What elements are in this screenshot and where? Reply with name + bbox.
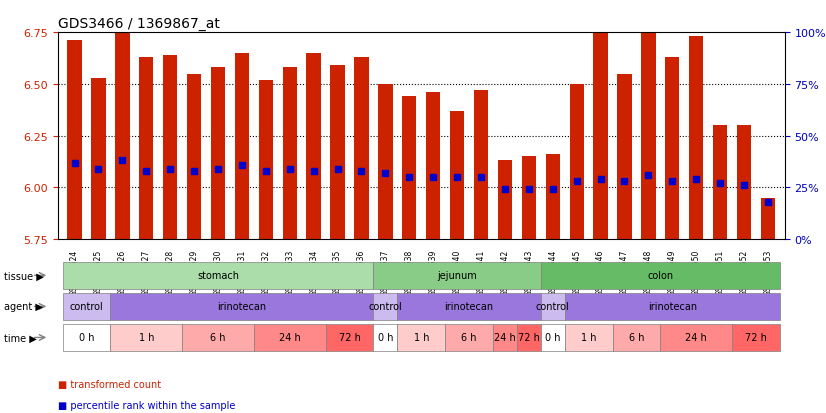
Bar — [68, 41, 82, 240]
Text: 6 h: 6 h — [629, 332, 644, 343]
Text: 1 h: 1 h — [581, 332, 596, 343]
Text: time ▶: time ▶ — [4, 332, 37, 343]
Text: colon: colon — [648, 271, 673, 281]
Text: GDS3466 / 1369867_at: GDS3466 / 1369867_at — [58, 17, 220, 31]
Bar — [522, 157, 536, 240]
Text: 24 h: 24 h — [279, 332, 301, 343]
Text: 6 h: 6 h — [211, 332, 225, 343]
Text: control: control — [536, 301, 570, 312]
Bar — [641, 33, 656, 240]
Bar — [546, 155, 560, 240]
Bar — [92, 78, 106, 240]
Bar — [617, 74, 632, 240]
Text: irinotecan: irinotecan — [217, 301, 267, 312]
Text: 24 h: 24 h — [494, 332, 515, 343]
Text: 24 h: 24 h — [686, 332, 707, 343]
Bar — [689, 37, 704, 240]
Text: control: control — [69, 301, 103, 312]
Bar — [665, 58, 680, 240]
Bar — [378, 85, 392, 240]
Bar — [330, 66, 344, 240]
Bar — [593, 33, 608, 240]
Text: 1 h: 1 h — [139, 332, 154, 343]
Bar — [139, 58, 154, 240]
Bar — [474, 91, 488, 240]
Bar — [163, 56, 178, 240]
Text: 1 h: 1 h — [414, 332, 429, 343]
Text: irinotecan: irinotecan — [648, 301, 697, 312]
Text: 6 h: 6 h — [462, 332, 477, 343]
Bar — [426, 93, 440, 240]
Text: 72 h: 72 h — [339, 332, 360, 343]
Bar — [306, 54, 320, 240]
Text: 72 h: 72 h — [518, 332, 540, 343]
Text: control: control — [368, 301, 402, 312]
Text: jejunum: jejunum — [437, 271, 477, 281]
Bar — [402, 97, 416, 240]
Bar — [761, 198, 775, 240]
Bar — [498, 161, 512, 240]
Text: 0 h: 0 h — [545, 332, 561, 343]
Bar — [569, 85, 584, 240]
Text: 0 h: 0 h — [78, 332, 94, 343]
Bar — [115, 33, 130, 240]
Bar — [737, 126, 751, 240]
Bar — [259, 81, 273, 240]
Text: agent ▶: agent ▶ — [4, 301, 43, 312]
Bar — [282, 68, 297, 240]
Text: 72 h: 72 h — [745, 332, 767, 343]
Text: ■ transformed count: ■ transformed count — [58, 379, 161, 389]
Bar — [450, 112, 464, 240]
Text: tissue ▶: tissue ▶ — [4, 271, 44, 281]
Bar — [187, 74, 202, 240]
Bar — [235, 54, 249, 240]
Text: ■ percentile rank within the sample: ■ percentile rank within the sample — [58, 400, 235, 410]
Bar — [211, 68, 225, 240]
Bar — [713, 126, 728, 240]
Text: 0 h: 0 h — [377, 332, 393, 343]
Text: stomach: stomach — [197, 271, 239, 281]
Text: irinotecan: irinotecan — [444, 301, 494, 312]
Bar — [354, 58, 368, 240]
